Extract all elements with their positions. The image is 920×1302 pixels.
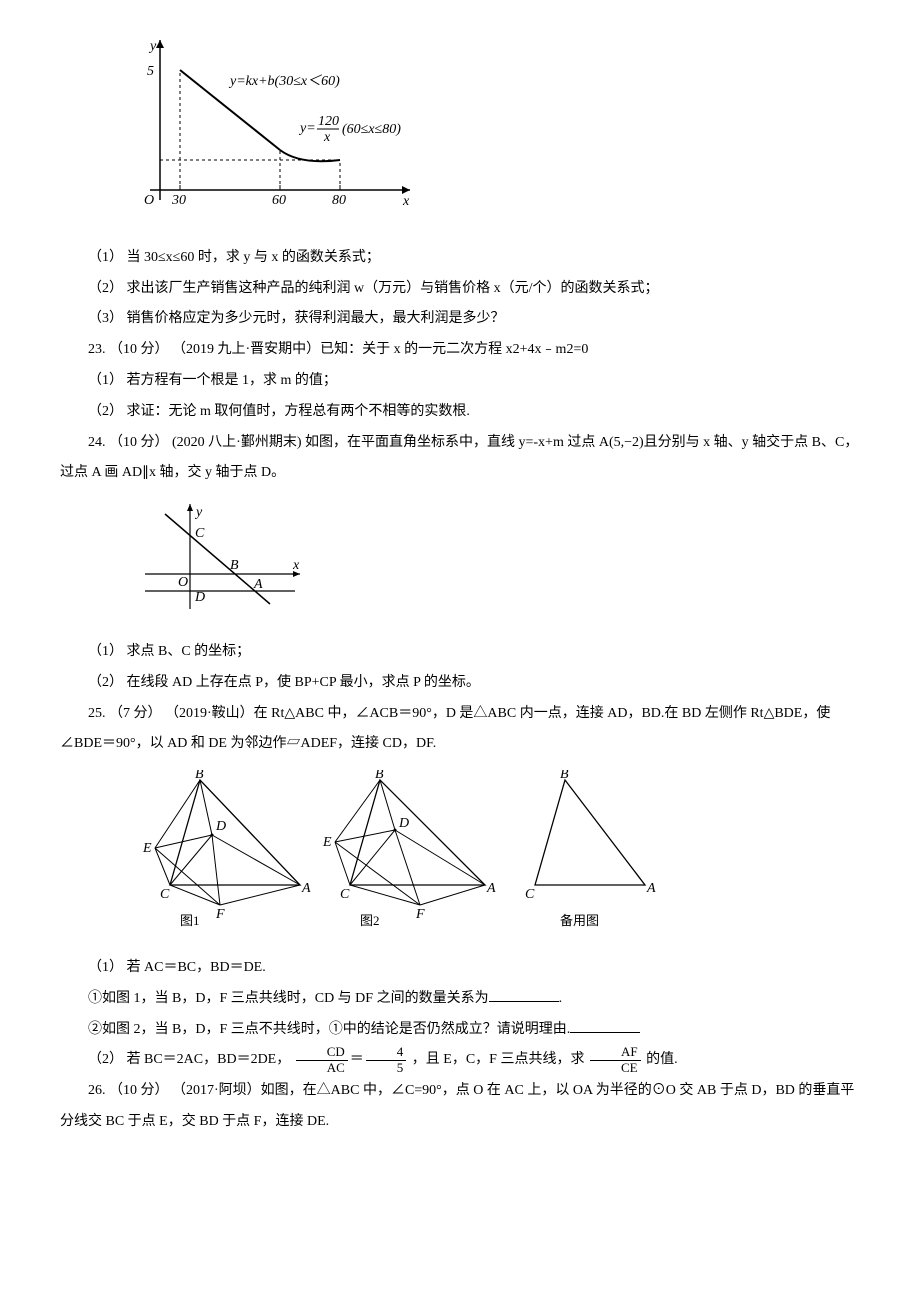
svg-text:备用图: 备用图 <box>560 913 599 928</box>
svg-text:B: B <box>195 770 204 782</box>
svg-text:5: 5 <box>147 64 154 79</box>
svg-text:C: C <box>525 887 535 902</box>
q25-part2: ①如图 1，当 B，D，F 三点共线时，CD 与 DF 之间的数量关系为. <box>60 984 860 1015</box>
q24-part2: （2） 在线段 AD 上存在点 P，使 BP+CP 最小，求点 P 的坐标。 <box>60 668 860 699</box>
chart-svg: y x O 5 30 60 80 y=kx+b(30≤x＜60) y= 120 … <box>120 30 420 220</box>
svg-text:B: B <box>375 770 384 782</box>
coordinate-chart: y x O C B A D <box>140 499 860 627</box>
svg-text:(60≤x≤80): (60≤x≤80) <box>342 122 401 137</box>
svg-text:C: C <box>340 887 350 902</box>
fraction-4-5: 45 <box>366 1045 407 1075</box>
q22-part1: （1） 当 30≤x≤60 时，求 y 与 x 的函数关系式； <box>60 243 860 274</box>
svg-text:30: 30 <box>171 193 186 208</box>
svg-text:E: E <box>322 835 332 850</box>
blank-2 <box>570 1019 640 1033</box>
svg-text:y=: y= <box>298 121 316 136</box>
q23-part1: （1） 若方程有一个根是 1，求 m 的值； <box>60 366 860 397</box>
q24-part1: （1） 求点 B、C 的坐标； <box>60 637 860 668</box>
svg-text:x: x <box>402 194 410 209</box>
svg-text:y: y <box>194 505 203 520</box>
svg-text:F: F <box>215 907 225 922</box>
svg-text:D: D <box>215 819 226 834</box>
svg-text:x: x <box>323 130 331 145</box>
svg-text:x: x <box>292 558 300 573</box>
svg-text:60: 60 <box>272 193 286 208</box>
svg-text:120: 120 <box>318 114 339 129</box>
q23-header: 23. （10 分） （2019 九上·晋安期中）已知：关于 x 的一元二次方程… <box>60 335 860 366</box>
q25-svg: B D E C A F 图1 B D E C A F <box>140 770 660 930</box>
svg-text:F: F <box>415 907 425 922</box>
coord-svg: y x O C B A D <box>140 499 310 614</box>
svg-text:A: A <box>486 881 496 896</box>
svg-text:C: C <box>160 887 170 902</box>
svg-text:A: A <box>253 577 263 592</box>
svg-text:C: C <box>195 526 205 541</box>
svg-text:y=kx+b(30≤x＜60): y=kx+b(30≤x＜60) <box>228 74 340 89</box>
svg-text:y: y <box>148 39 157 54</box>
svg-text:O: O <box>178 575 188 590</box>
q25-figures: B D E C A F 图1 B D E C A F <box>140 770 860 943</box>
q25-part4: （2） 若 BC＝2AC，BD＝2DE， CDAC＝45 ，且 E，C，F 三点… <box>60 1045 860 1076</box>
q25-part3: ②如图 2，当 B，D，F 三点不共线时，①中的结论是否仍然成立？请说明理由. <box>60 1015 860 1046</box>
svg-text:A: A <box>646 881 656 896</box>
fraction-cd-ac: CDAC <box>296 1045 348 1075</box>
svg-text:D: D <box>398 816 409 831</box>
q22-part2: （2） 求出该厂生产销售这种产品的纯利润 w（万元）与销售价格 x（元/个）的函… <box>60 274 860 305</box>
svg-text:80: 80 <box>332 193 346 208</box>
fraction-af-ce: AFCE <box>590 1045 641 1075</box>
svg-text:图2: 图2 <box>360 913 380 928</box>
q25-header: 25. （7 分） （2019·鞍山）在 Rt△ABC 中，∠ACB＝90°，D… <box>60 699 860 761</box>
svg-text:B: B <box>560 770 569 782</box>
q26-header: 26. （10 分） （2017·阿坝）如图，在△ABC 中，∠C=90°，点 … <box>60 1076 860 1138</box>
svg-text:E: E <box>142 841 152 856</box>
sales-function-chart: y x O 5 30 60 80 y=kx+b(30≤x＜60) y= 120 … <box>120 30 860 233</box>
blank-1 <box>489 988 559 1002</box>
q24-header: 24. （10 分） (2020 八上·鄞州期末) 如图，在平面直角坐标系中，直… <box>60 428 860 490</box>
svg-text:O: O <box>144 193 154 208</box>
svg-text:图1: 图1 <box>180 913 200 928</box>
q25-part1: （1） 若 AC＝BC，BD＝DE. <box>60 953 860 984</box>
q23-part2: （2） 求证：无论 m 取何值时，方程总有两个不相等的实数根. <box>60 397 860 428</box>
svg-text:A: A <box>301 881 311 896</box>
svg-text:D: D <box>194 590 205 605</box>
svg-text:B: B <box>230 558 239 573</box>
q22-part3: （3） 销售价格应定为多少元时，获得利润最大，最大利润是多少？ <box>60 304 860 335</box>
